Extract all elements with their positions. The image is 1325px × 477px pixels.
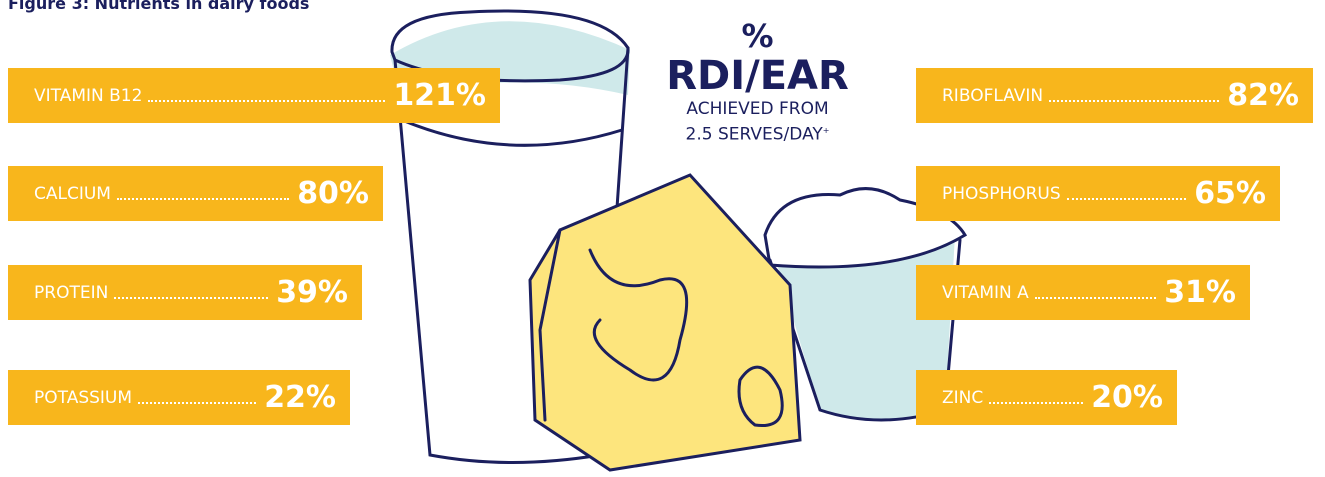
nutrient-bar: POTASSIUM 22%	[8, 370, 350, 425]
nutrient-value: 82%	[1227, 78, 1299, 113]
page: Figure 3: Nutrients in dairy foods % RDI…	[0, 0, 1325, 477]
heading: RDI/EAR	[650, 54, 865, 98]
subheading: 2.5 SERVES/DAY+	[650, 120, 865, 146]
nutrient-name: ZINC	[942, 388, 983, 408]
nutrient-value: 80%	[297, 176, 369, 211]
dot-leader	[1035, 297, 1156, 299]
nutrient-value: 20%	[1091, 380, 1163, 415]
nutrient-value: 121%	[393, 78, 486, 113]
center-heading: % RDI/EAR ACHIEVED FROM 2.5 SERVES/DAY+	[650, 18, 865, 146]
nutrient-name: VITAMIN B12	[34, 86, 142, 106]
nutrient-bar: VITAMIN A 31%	[916, 265, 1250, 320]
nutrient-bar: PROTEIN 39%	[8, 265, 362, 320]
nutrient-name: PROTEIN	[34, 283, 108, 303]
dot-leader	[114, 297, 268, 299]
nutrient-name: VITAMIN A	[942, 283, 1029, 303]
nutrient-bar: VITAMIN B12 121%	[8, 68, 500, 123]
nutrient-value: 39%	[276, 275, 348, 310]
percent-symbol: %	[650, 18, 865, 54]
nutrient-bar: ZINC 20%	[916, 370, 1177, 425]
nutrient-name: RIBOFLAVIN	[942, 86, 1043, 106]
nutrient-bar: PHOSPHORUS 65%	[916, 166, 1280, 221]
nutrient-value: 31%	[1164, 275, 1236, 310]
nutrient-value: 65%	[1194, 176, 1266, 211]
dot-leader	[1067, 198, 1187, 200]
nutrient-name: PHOSPHORUS	[942, 184, 1061, 204]
nutrient-name: POTASSIUM	[34, 388, 132, 408]
dot-leader	[117, 198, 289, 200]
dot-leader	[148, 100, 385, 102]
nutrient-name: CALCIUM	[34, 184, 111, 204]
dot-leader	[1049, 100, 1219, 102]
footnote-mark: +	[823, 126, 830, 135]
nutrient-value: 22%	[264, 380, 336, 415]
subheading: 2.5 SERVES/DAY	[686, 125, 823, 145]
dot-leader	[989, 402, 1083, 404]
nutrient-bar: CALCIUM 80%	[8, 166, 383, 221]
dot-leader	[138, 402, 256, 404]
subheading: ACHIEVED FROM	[650, 98, 865, 120]
nutrient-bar: RIBOFLAVIN 82%	[916, 68, 1313, 123]
